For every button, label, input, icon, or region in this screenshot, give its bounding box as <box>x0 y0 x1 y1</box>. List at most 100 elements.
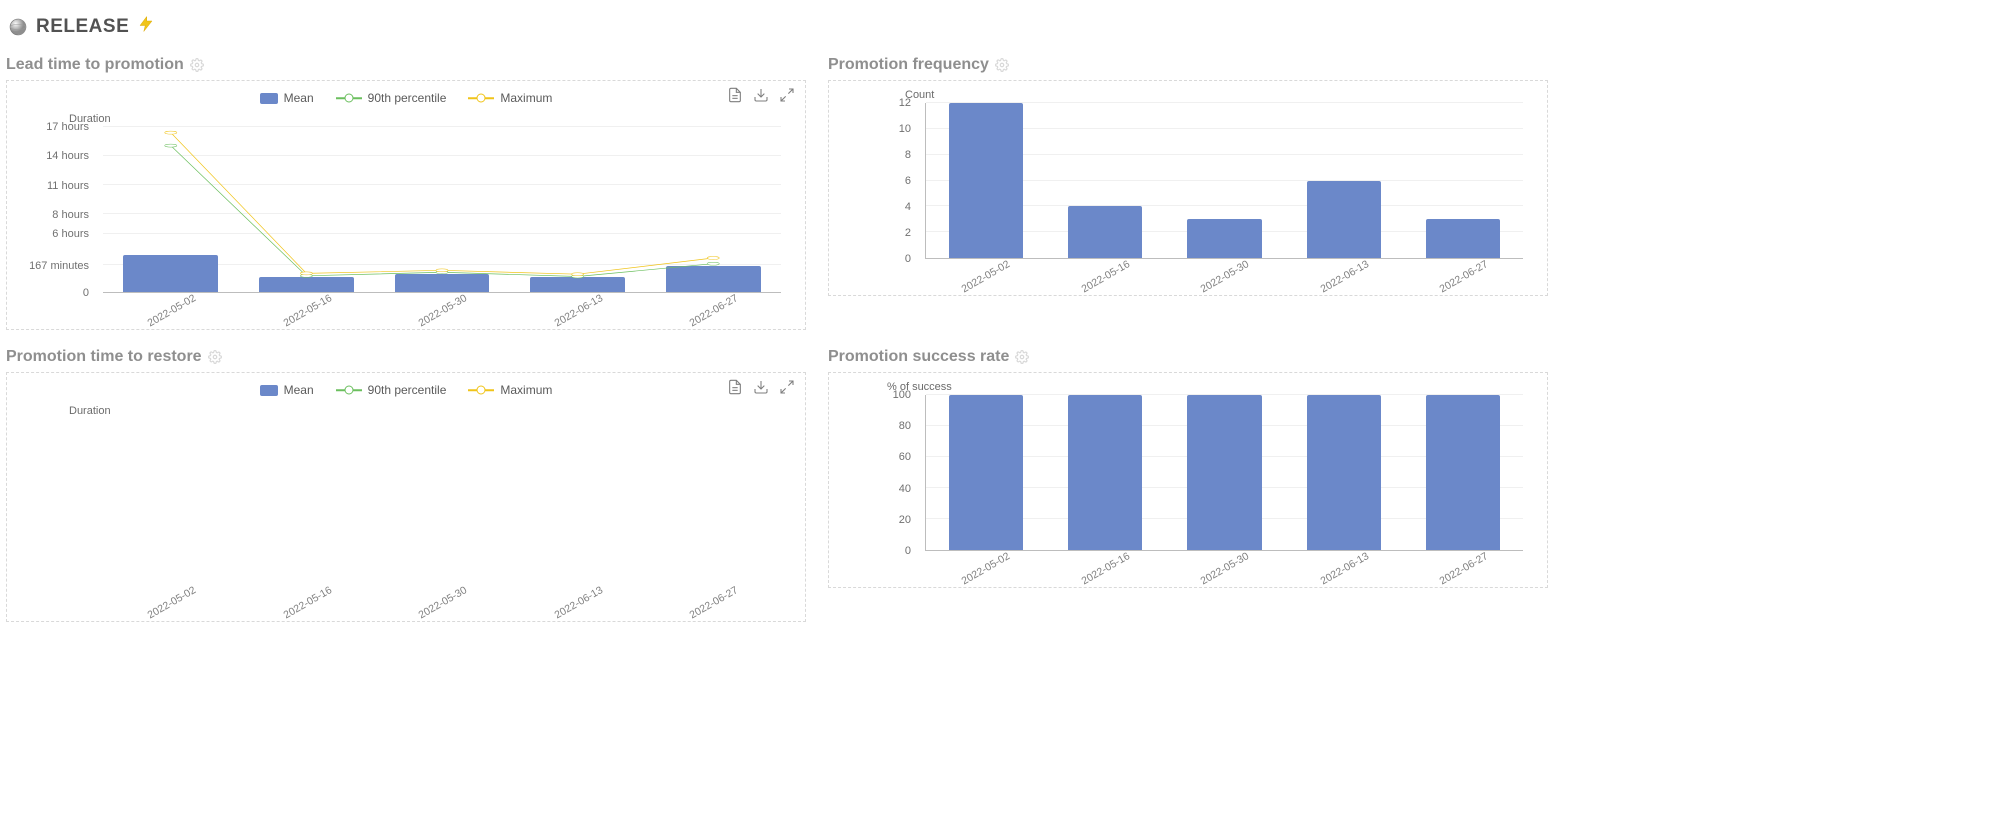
line-point[interactable] <box>436 269 448 272</box>
plot-area <box>925 103 1523 259</box>
legend-item-mean[interactable]: Mean <box>260 91 314 105</box>
line-point[interactable] <box>707 257 719 260</box>
x-axis-labels: 2022-05-022022-05-162022-05-302022-06-13… <box>925 261 1523 289</box>
line-point[interactable] <box>165 131 177 134</box>
bar-slot <box>1284 395 1403 550</box>
plot-area <box>103 127 781 293</box>
y-tick-label: 0 <box>905 253 911 265</box>
line-series[interactable] <box>171 146 713 277</box>
chart-toolbar <box>727 379 795 395</box>
x-axis-labels: 2022-05-022022-05-162022-05-302022-06-13… <box>103 295 781 323</box>
bar-slot <box>1165 395 1284 550</box>
bar[interactable] <box>1068 395 1142 550</box>
panel-lead-time: Lead time to promotion Mean .lg-line[sty… <box>6 56 806 330</box>
panel-title-text: Lead time to promotion <box>6 56 184 74</box>
y-axis-title: Duration <box>69 405 111 417</box>
bar[interactable] <box>1426 395 1500 550</box>
panel-title-text: Promotion time to restore <box>6 348 202 366</box>
bar[interactable] <box>1187 395 1261 550</box>
bar-slot <box>926 103 1045 258</box>
legend-label: Maximum <box>500 383 552 397</box>
bar-slot <box>1284 103 1403 258</box>
x-axis-labels: 2022-05-022022-05-162022-05-302022-06-13… <box>925 553 1523 581</box>
x-axis-labels: 2022-05-022022-05-162022-05-302022-06-13… <box>103 587 781 615</box>
dashboard-title-text: RELEASE <box>36 16 129 38</box>
panel-body: % of success 020406080100 2022-05-022022… <box>828 372 1548 588</box>
y-tick-label: 11 hours <box>47 180 89 192</box>
lightning-icon <box>137 14 155 40</box>
bar-slot <box>926 395 1045 550</box>
gear-icon[interactable] <box>190 58 204 72</box>
y-axis-labels: 024681012 <box>845 103 917 259</box>
legend-item-mean[interactable]: Mean <box>260 383 314 397</box>
y-tick-label: 100 <box>893 389 911 401</box>
legend-label: Maximum <box>500 91 552 105</box>
bar[interactable] <box>1307 181 1381 259</box>
legend-item-max[interactable]: Maximum <box>468 383 552 397</box>
legend-label: 90th percentile <box>368 383 447 397</box>
panel-title-text: Promotion frequency <box>828 56 989 74</box>
bar[interactable] <box>1187 219 1261 258</box>
line-point[interactable] <box>300 272 312 275</box>
y-axis-labels: 0167 minutes6 hours8 hours11 hours14 hou… <box>23 127 95 293</box>
gear-icon[interactable] <box>1015 350 1029 364</box>
bar-slot <box>1165 103 1284 258</box>
line-series[interactable] <box>171 133 713 275</box>
panel-body: Mean 90th percentile Maximum Duration 20… <box>6 372 806 622</box>
y-tick-label: 14 hours <box>46 150 89 162</box>
panel-promotion-restore: Promotion time to restore Mean 90th perc… <box>6 348 806 622</box>
chart-promotion-restore: Duration 2022-05-022022-05-162022-05-302… <box>23 419 789 609</box>
globe-icon <box>8 17 28 37</box>
legend-label: 90th percentile <box>368 91 447 105</box>
chart-legend: Mean .lg-line[style*="6bbf5e"]::before{b… <box>13 87 799 109</box>
dashboard-title: RELEASE <box>8 14 1994 40</box>
legend-label: Mean <box>284 91 314 105</box>
line-point[interactable] <box>571 273 583 276</box>
gear-icon[interactable] <box>208 350 222 364</box>
y-tick-label: 10 <box>899 123 911 135</box>
y-tick-label: 60 <box>899 451 911 463</box>
y-tick-label: 2 <box>905 227 911 239</box>
chart-toolbar <box>727 87 795 103</box>
y-tick-label: 0 <box>905 545 911 557</box>
y-tick-label: 6 <box>905 175 911 187</box>
download-icon[interactable] <box>753 379 769 395</box>
bar[interactable] <box>949 395 1023 550</box>
y-tick-label: 8 <box>905 149 911 161</box>
line-point[interactable] <box>707 262 719 265</box>
line-point[interactable] <box>165 144 177 147</box>
y-tick-label: 12 <box>899 97 911 109</box>
panel-title: Promotion success rate <box>828 348 1548 366</box>
legend-item-max[interactable]: .lg-line[style*="f0c419"]::before{backgr… <box>468 91 552 105</box>
bar-slot <box>1404 395 1523 550</box>
bar[interactable] <box>1068 206 1142 258</box>
chart-promotion-frequency: Count 024681012 2022-05-022022-05-162022… <box>845 103 1531 283</box>
legend-label: Mean <box>284 383 314 397</box>
expand-icon[interactable] <box>779 379 795 395</box>
gear-icon[interactable] <box>995 58 1009 72</box>
bar[interactable] <box>1307 395 1381 550</box>
y-tick-label: 80 <box>899 420 911 432</box>
bar[interactable] <box>949 103 1023 258</box>
y-axis-labels <box>23 419 95 585</box>
y-tick-label: 6 hours <box>52 228 89 240</box>
panel-title: Promotion frequency <box>828 56 1548 74</box>
y-tick-label: 167 minutes <box>29 260 89 272</box>
panel-body: Count 024681012 2022-05-022022-05-162022… <box>828 80 1548 296</box>
legend-item-p90[interactable]: 90th percentile <box>336 383 447 397</box>
download-icon[interactable] <box>753 87 769 103</box>
y-tick-label: 8 hours <box>52 209 89 221</box>
chart-lead-time: Duration 0167 minutes6 hours8 hours11 ho… <box>23 127 789 317</box>
bar-slot <box>1045 103 1164 258</box>
legend-item-p90[interactable]: .lg-line[style*="6bbf5e"]::before{backgr… <box>336 91 447 105</box>
panel-promotion-frequency: Promotion frequency Count 024681012 2022… <box>828 56 1548 330</box>
y-tick-label: 17 hours <box>46 121 89 133</box>
document-icon[interactable] <box>727 87 743 103</box>
y-tick-label: 40 <box>899 483 911 495</box>
dashboard-grid: Lead time to promotion Mean .lg-line[sty… <box>6 56 1994 622</box>
panel-promotion-success: Promotion success rate % of success 0204… <box>828 348 1548 622</box>
document-icon[interactable] <box>727 379 743 395</box>
expand-icon[interactable] <box>779 87 795 103</box>
bar[interactable] <box>1426 219 1500 258</box>
plot-area <box>925 395 1523 551</box>
